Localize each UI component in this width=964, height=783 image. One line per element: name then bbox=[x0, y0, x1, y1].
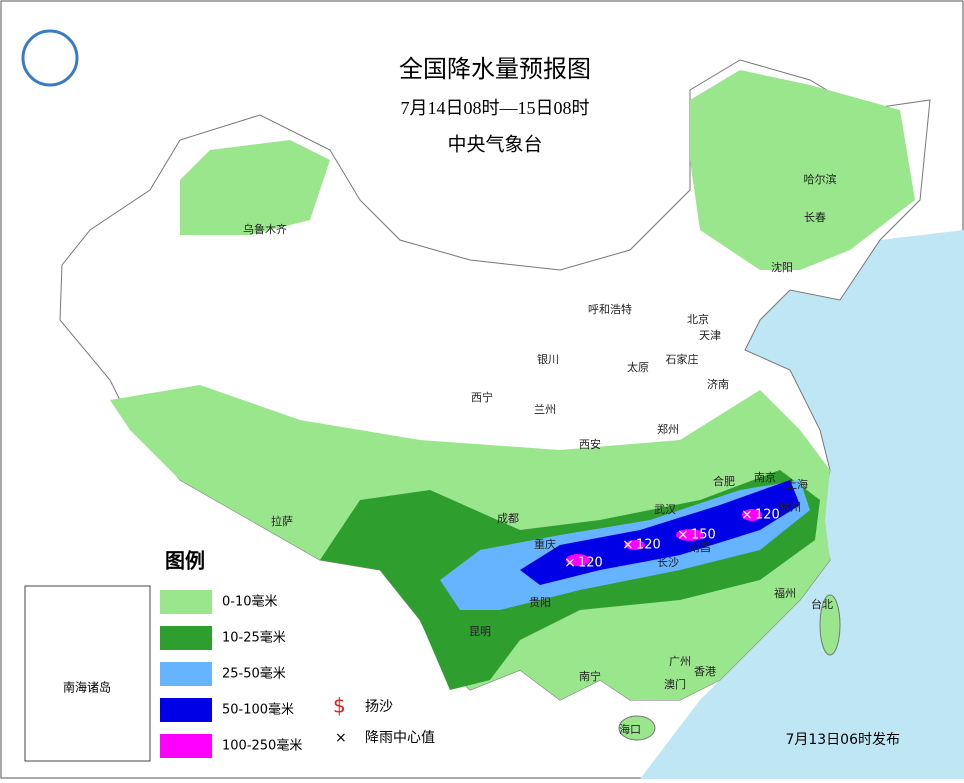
city-label: 昆明 bbox=[469, 625, 491, 638]
city-label: 太原 bbox=[627, 361, 649, 374]
city-label: 长春 bbox=[804, 211, 826, 224]
legend-swatch bbox=[160, 698, 212, 722]
center-value: 150 bbox=[691, 528, 716, 543]
city-label: 合肥 bbox=[713, 474, 735, 488]
city-label: 福州 bbox=[774, 586, 796, 600]
city-label: 银川 bbox=[537, 352, 559, 366]
inset-frame bbox=[24, 585, 151, 762]
legend-label: 10-25毫米 bbox=[222, 630, 286, 646]
city-label: 上海 bbox=[786, 477, 808, 491]
sand-icon: $ bbox=[333, 694, 346, 718]
subtitle: 7月14日08时—15日08时 bbox=[401, 98, 590, 118]
legend-swatch bbox=[160, 734, 212, 758]
city-label: 南宁 bbox=[579, 669, 601, 683]
legend-swatch bbox=[160, 626, 212, 650]
city-label: 成都 bbox=[497, 512, 519, 525]
title: 全国降水量预报图 bbox=[399, 55, 591, 83]
city-label: 南昌 bbox=[689, 541, 711, 554]
legend-label: 0-10毫米 bbox=[222, 594, 278, 610]
city-label: 重庆 bbox=[534, 537, 556, 551]
sea bbox=[640, 230, 964, 779]
city-label: 杭州 bbox=[779, 500, 801, 514]
legend-symbol: 扬沙 bbox=[365, 699, 393, 715]
center-value: 120 bbox=[636, 538, 661, 553]
legend-swatch bbox=[160, 662, 212, 686]
city-label: 长沙 bbox=[657, 556, 679, 569]
city-label: 天津 bbox=[699, 329, 721, 342]
city-label: 哈尔滨 bbox=[804, 172, 837, 186]
city-label: 呼和浩特 bbox=[588, 302, 632, 316]
city-label: 香港 bbox=[694, 665, 716, 678]
city-label: 济南 bbox=[707, 377, 729, 391]
center-value: 120 bbox=[755, 508, 780, 523]
center-cross: × bbox=[622, 537, 634, 553]
center-cross: × bbox=[741, 507, 753, 523]
city-label: 台北 bbox=[811, 597, 833, 611]
city-label: 兰州 bbox=[534, 403, 556, 416]
city-label: 石家庄 bbox=[666, 352, 699, 366]
hainan bbox=[618, 715, 656, 741]
city-label: 武汉 bbox=[654, 503, 676, 516]
legend-label: 25-50毫米 bbox=[222, 666, 286, 682]
legend-symbol: 降雨中心值 bbox=[365, 730, 435, 746]
rain-areas bbox=[110, 70, 915, 700]
city-label: 澳门 bbox=[664, 677, 686, 691]
city-label: 海口 bbox=[619, 722, 641, 736]
legend-swatch bbox=[160, 590, 212, 614]
city-label: 北京 bbox=[687, 312, 709, 326]
center-cross: × bbox=[677, 527, 689, 543]
legend-label: 50-100毫米 bbox=[222, 702, 294, 718]
legend: 0-10毫米 10-25毫米 25-50毫米 50-100毫米 100-250毫米 bbox=[160, 590, 302, 758]
city-label: 郑州 bbox=[657, 422, 679, 436]
legend-title: 图例 bbox=[165, 549, 205, 573]
inset-label: 南海诸岛 bbox=[63, 680, 111, 695]
city-label: 西安 bbox=[579, 437, 601, 451]
city-label: 乌鲁木齐 bbox=[243, 222, 287, 236]
cross-icon: × bbox=[335, 730, 347, 746]
center-cross: × bbox=[564, 555, 576, 571]
city-label: 南京 bbox=[754, 470, 776, 484]
city-label: 广州 bbox=[669, 655, 691, 668]
city-label: 拉萨 bbox=[271, 514, 293, 528]
rain-centers: × 120× 120× 150× 120 bbox=[564, 507, 780, 571]
city-label: 沈阳 bbox=[771, 260, 793, 274]
city-label: 贵阳 bbox=[529, 596, 551, 609]
center-value: 120 bbox=[578, 556, 603, 571]
legend-label: 100-250毫米 bbox=[222, 738, 302, 754]
city-label: 西宁 bbox=[471, 390, 493, 404]
footer: 7月13日06时发布 bbox=[785, 732, 900, 748]
logo bbox=[21, 29, 79, 87]
issuer: 中央气象台 bbox=[447, 134, 542, 156]
taiwan bbox=[819, 594, 841, 656]
